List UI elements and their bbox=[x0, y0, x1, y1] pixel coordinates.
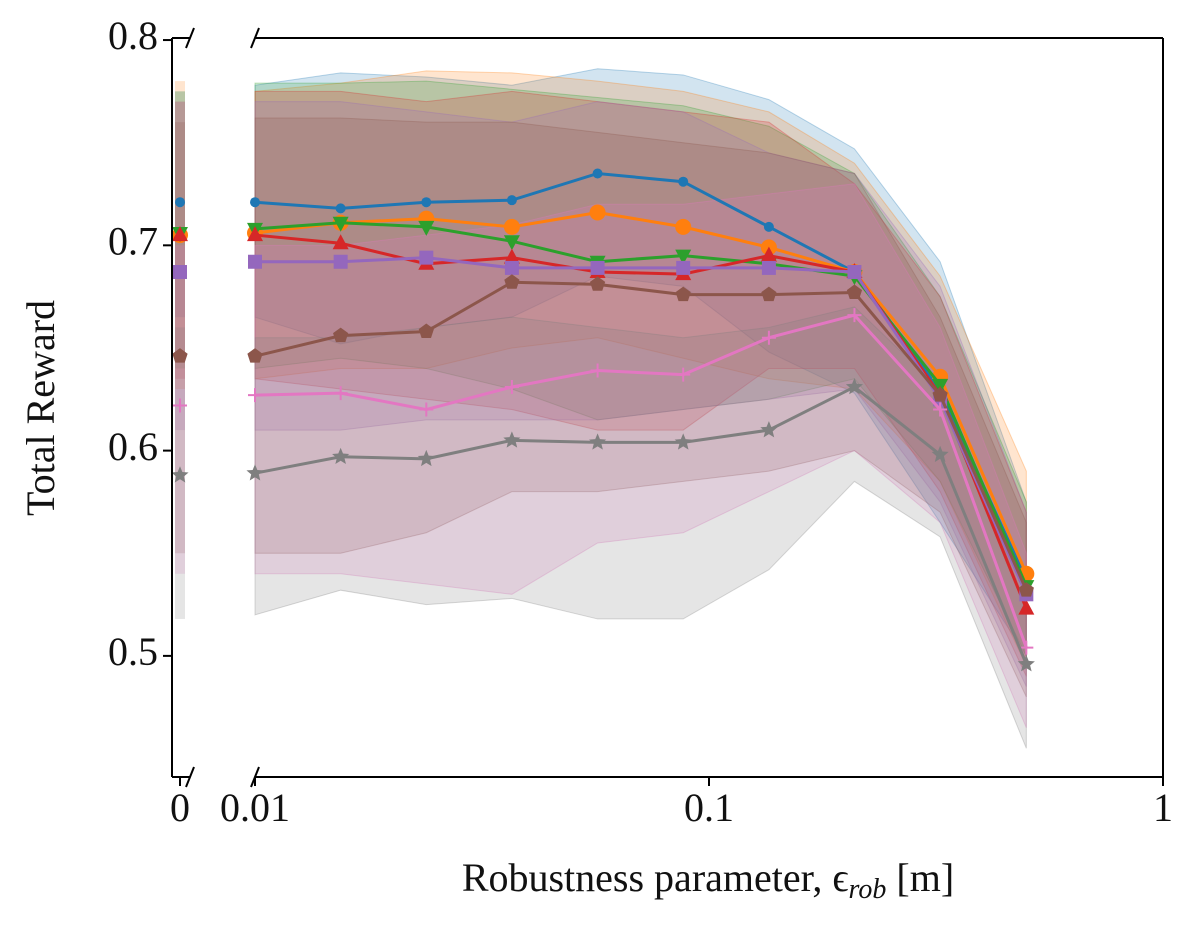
marker bbox=[846, 284, 863, 300]
marker bbox=[173, 265, 187, 280]
marker bbox=[417, 449, 435, 467]
marker bbox=[592, 168, 603, 179]
x-label-symbol: ϵ bbox=[832, 855, 848, 900]
marker bbox=[1018, 599, 1035, 615]
marker bbox=[678, 176, 689, 187]
x-tick-label: 0 bbox=[170, 785, 190, 830]
marker bbox=[761, 330, 776, 345]
marker bbox=[845, 377, 864, 395]
marker bbox=[589, 433, 607, 450]
marker bbox=[418, 220, 435, 236]
marker bbox=[675, 249, 692, 265]
y-tick-label: 0.8 bbox=[108, 13, 158, 58]
line bbox=[254, 221, 1028, 587]
marker bbox=[335, 203, 346, 214]
line bbox=[254, 313, 1028, 649]
marker bbox=[504, 274, 520, 289]
marker bbox=[332, 216, 349, 232]
marker bbox=[172, 226, 188, 242]
x-label-unit: [m] bbox=[896, 855, 954, 900]
marker bbox=[589, 204, 606, 221]
marker bbox=[418, 323, 434, 339]
marker bbox=[590, 363, 605, 378]
band bbox=[175, 122, 185, 554]
x-tick-label: 1 bbox=[1153, 785, 1173, 830]
marker bbox=[175, 197, 185, 208]
marker bbox=[246, 464, 264, 481]
line bbox=[254, 385, 1028, 665]
marker bbox=[675, 286, 691, 302]
marker bbox=[248, 388, 262, 403]
marker bbox=[506, 195, 517, 206]
marker bbox=[171, 466, 189, 483]
marker bbox=[332, 447, 350, 465]
marker bbox=[1018, 582, 1034, 597]
band bbox=[254, 306, 1027, 749]
marker bbox=[333, 254, 348, 269]
y-tick-label: 0.6 bbox=[108, 424, 158, 469]
marker bbox=[503, 235, 520, 251]
marker bbox=[173, 398, 187, 413]
axis-break bbox=[185, 27, 260, 788]
marker bbox=[1019, 640, 1034, 655]
x-label-text: Robustness parameter, bbox=[462, 855, 823, 900]
marker bbox=[590, 260, 605, 275]
y-tick-label: 0.5 bbox=[108, 629, 158, 674]
line bbox=[254, 210, 1028, 575]
lines bbox=[171, 168, 1035, 672]
marker bbox=[847, 265, 862, 280]
x-axis-label: Robustness parameter, ϵrob [m] bbox=[462, 855, 954, 905]
marker bbox=[675, 218, 692, 235]
line bbox=[254, 280, 1028, 591]
marker bbox=[333, 386, 348, 401]
marker bbox=[250, 197, 260, 208]
marker bbox=[504, 379, 519, 394]
y-axis-label: Total Reward bbox=[18, 300, 63, 516]
x-label-space bbox=[886, 855, 896, 900]
marker bbox=[503, 248, 520, 264]
x-tick-label: 0.1 bbox=[684, 785, 734, 830]
marker bbox=[503, 218, 520, 235]
y-tick-label: 0.7 bbox=[108, 219, 158, 264]
marker bbox=[1017, 655, 1035, 672]
marker bbox=[419, 402, 434, 417]
marker bbox=[674, 433, 692, 450]
marker bbox=[333, 327, 349, 343]
marker bbox=[248, 254, 262, 269]
marker bbox=[589, 276, 606, 291]
band bbox=[254, 101, 1027, 687]
line bbox=[255, 256, 1028, 595]
marker bbox=[247, 348, 263, 363]
marker bbox=[504, 260, 519, 275]
marker bbox=[419, 250, 434, 265]
marker bbox=[760, 421, 778, 438]
x-label-subscript: rob bbox=[849, 874, 887, 905]
marker bbox=[847, 308, 862, 323]
marker bbox=[760, 246, 777, 262]
marker bbox=[761, 286, 777, 302]
marker bbox=[763, 221, 774, 232]
marker bbox=[421, 197, 432, 208]
marker bbox=[172, 348, 188, 363]
marker bbox=[247, 226, 263, 242]
marker bbox=[676, 367, 691, 382]
marker bbox=[932, 387, 948, 402]
marker bbox=[332, 234, 349, 250]
marker bbox=[931, 445, 949, 462]
marker bbox=[676, 260, 691, 275]
marker bbox=[761, 260, 776, 275]
marker bbox=[933, 402, 948, 417]
marker bbox=[503, 431, 521, 448]
x-tick-label: 0.01 bbox=[220, 785, 290, 830]
